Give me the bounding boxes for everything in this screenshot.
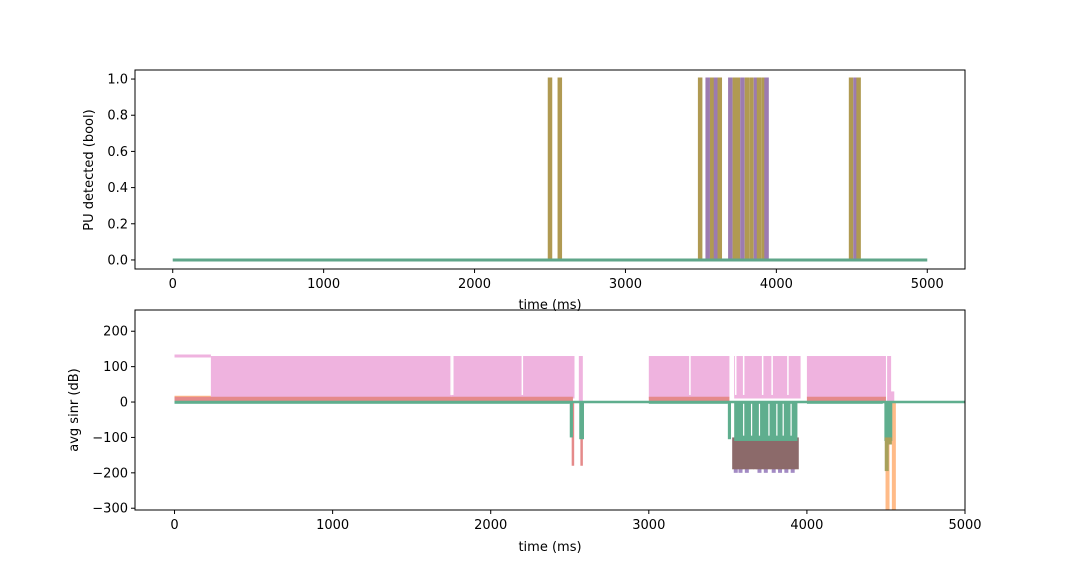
- bottom-y-tick-label: 100: [103, 360, 128, 375]
- bottom-plot: 0 1000 2000 3000 4000 5000 −300 −200 −100 0 100 20…: [67, 309, 982, 555]
- sinr-red-band-0: [174, 396, 573, 404]
- pu-pulse-4: [709, 77, 715, 262]
- pu-pulse-1: [557, 77, 563, 262]
- top-plot-frame: [134, 69, 966, 270]
- top-plot-data: [172, 77, 928, 262]
- pu-pulse-11: [744, 77, 750, 262]
- pu-pulse-14: [756, 77, 762, 262]
- bottom-plot-x-axis-label: time (ms): [518, 540, 581, 555]
- pu-pulse-5: [713, 77, 719, 262]
- bottom-x-tick-label: 4000: [790, 518, 823, 533]
- top-x-tick-label: 3000: [609, 277, 642, 292]
- sinr-pink-band-3: [734, 356, 801, 399]
- bottom-x-tick-label: 3000: [632, 518, 665, 533]
- top-y-tick-label: 0.4: [107, 181, 128, 196]
- pu-pulse-10: [740, 77, 745, 262]
- top-x-tick-label: 2000: [458, 277, 491, 292]
- top-plot-y-ticks: 0.0 0.2 0.4 0.6 0.8 1.0: [107, 73, 135, 268]
- top-x-tick-label: 5000: [911, 277, 944, 292]
- sinr-red-band-1: [648, 396, 730, 404]
- sinr-green-dip-1: [579, 402, 584, 440]
- top-y-tick-label: 0.6: [107, 145, 128, 160]
- bottom-y-tick-label: −200: [92, 466, 128, 481]
- sinr-green-dip-4: [884, 402, 893, 441]
- top-x-tick-label: 0: [169, 277, 177, 292]
- top-plot-x-axis-label: time (ms): [518, 298, 581, 313]
- bottom-x-tick-label: 1000: [316, 518, 349, 533]
- bottom-plot-series: [174, 354, 965, 510]
- sinr-green-dip-2: [727, 402, 732, 440]
- sinr-pink-band-4: [806, 356, 886, 399]
- top-x-tick-label: 1000: [307, 277, 340, 292]
- top-plot: 0 1000 2000 3000 4000 5000 0.0 0.2 0.4 0.6 0.8 1.0…: [82, 69, 966, 313]
- pu-pulse-19: [856, 77, 861, 262]
- bottom-y-tick-label: −100: [92, 431, 128, 446]
- sinr-pink-band-1: [451, 356, 575, 399]
- top-plot-x-ticks: 0 1000 2000 3000 4000 5000: [169, 269, 944, 292]
- sinr-green-dip-3: [734, 402, 798, 441]
- bottom-x-tick-label: 5000: [948, 518, 981, 533]
- pu-pulse-7: [728, 77, 733, 262]
- pu-pulse-17: [848, 77, 854, 262]
- pu-pulse-6: [717, 77, 723, 262]
- bottom-plot-frame: [134, 309, 966, 511]
- bottom-y-tick-label: 0: [120, 396, 128, 411]
- pu-pulse-9: [735, 77, 741, 262]
- bottom-y-tick-label: −300: [92, 502, 128, 517]
- sinr-pink-band-0: [210, 356, 452, 399]
- bottom-x-tick-label: 0: [170, 518, 178, 533]
- bottom-plot-x-ticks: 0 1000 2000 3000 4000 5000: [170, 510, 982, 533]
- sinr-pink-band-2: [648, 356, 730, 399]
- bottom-y-tick-label: 200: [103, 325, 128, 340]
- pu-pulse-2: [697, 77, 703, 262]
- sinr-red-band-2: [806, 396, 886, 404]
- pu-pulse-0: [547, 77, 553, 262]
- bottom-plot-y-ticks: −300 −200 −100 0 100 200: [92, 325, 135, 517]
- top-y-tick-label: 0.0: [107, 253, 128, 268]
- pu-pulse-16: [764, 77, 769, 262]
- bottom-plot-data: [174, 354, 965, 510]
- top-y-tick-label: 0.2: [107, 217, 128, 232]
- bottom-plot-y-axis-label: avg sinr (dB): [67, 368, 82, 451]
- top-plot-y-axis-label: PU detected (bool): [82, 109, 97, 230]
- top-y-tick-label: 0.8: [107, 109, 128, 124]
- pu-pulse-12: [749, 77, 754, 262]
- sinr-green-dip-0: [569, 402, 573, 438]
- pu-pulse-3: [705, 77, 710, 262]
- top-y-tick-label: 1.0: [107, 73, 128, 88]
- bottom-x-tick-label: 2000: [474, 518, 507, 533]
- top-x-tick-label: 4000: [760, 277, 793, 292]
